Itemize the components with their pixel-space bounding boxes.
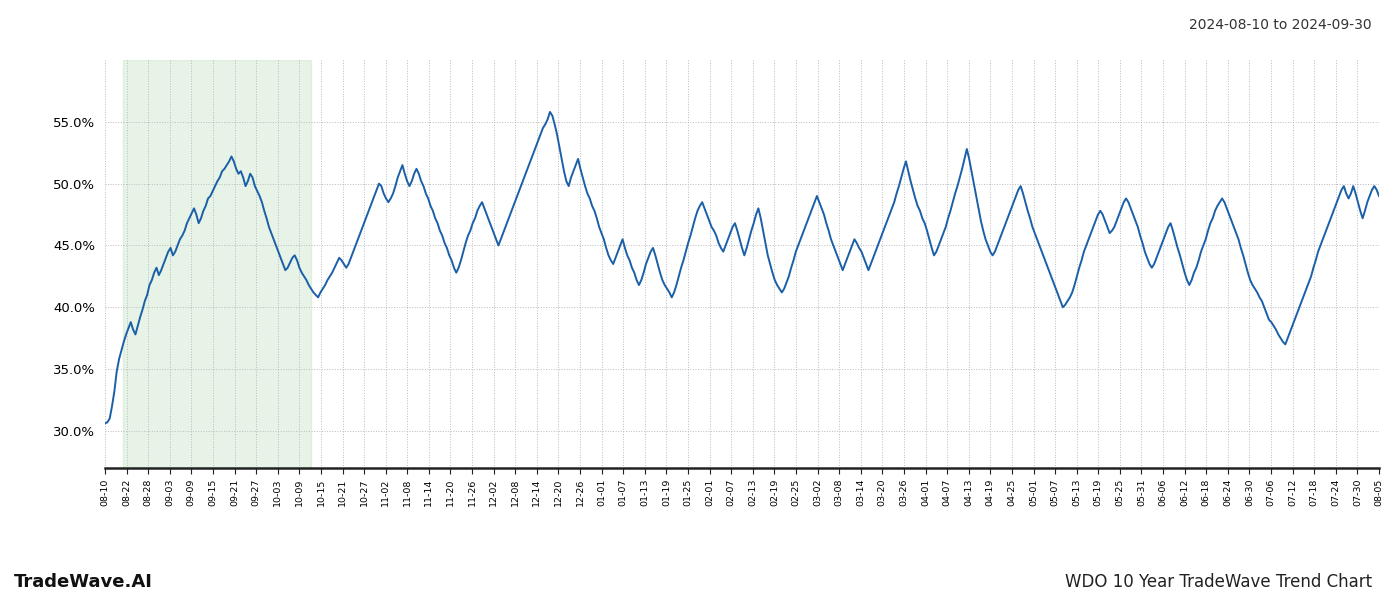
Text: 2024-08-10 to 2024-09-30: 2024-08-10 to 2024-09-30 bbox=[1190, 18, 1372, 32]
Bar bbox=[123, 60, 311, 468]
Text: WDO 10 Year TradeWave Trend Chart: WDO 10 Year TradeWave Trend Chart bbox=[1065, 573, 1372, 591]
Text: TradeWave.AI: TradeWave.AI bbox=[14, 573, 153, 591]
